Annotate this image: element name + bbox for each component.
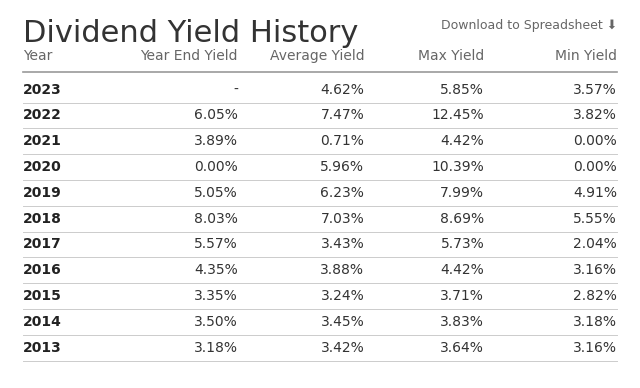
Text: 7.03%: 7.03% bbox=[321, 212, 364, 226]
Text: 3.18%: 3.18% bbox=[573, 315, 617, 329]
Text: Min Yield: Min Yield bbox=[555, 49, 617, 63]
Text: 0.00%: 0.00% bbox=[573, 160, 617, 174]
Text: 3.82%: 3.82% bbox=[573, 108, 617, 122]
Text: 7.47%: 7.47% bbox=[321, 108, 364, 122]
Text: 3.16%: 3.16% bbox=[573, 341, 617, 355]
Text: 3.42%: 3.42% bbox=[321, 341, 364, 355]
Text: 4.62%: 4.62% bbox=[321, 83, 364, 97]
Text: 5.96%: 5.96% bbox=[320, 160, 364, 174]
Text: 3.88%: 3.88% bbox=[320, 263, 364, 277]
Text: 2018: 2018 bbox=[23, 212, 62, 226]
Text: -: - bbox=[233, 83, 238, 97]
Text: 5.85%: 5.85% bbox=[440, 83, 484, 97]
Text: 2013: 2013 bbox=[23, 341, 62, 355]
Text: Dividend Yield History: Dividend Yield History bbox=[23, 19, 358, 48]
Text: 0.00%: 0.00% bbox=[573, 134, 617, 148]
Text: 4.42%: 4.42% bbox=[440, 134, 484, 148]
Text: 5.73%: 5.73% bbox=[440, 237, 484, 251]
Text: 4.35%: 4.35% bbox=[194, 263, 238, 277]
Text: 3.89%: 3.89% bbox=[194, 134, 238, 148]
Text: 3.57%: 3.57% bbox=[573, 83, 617, 97]
Text: 3.16%: 3.16% bbox=[573, 263, 617, 277]
Text: Max Yield: Max Yield bbox=[418, 49, 484, 63]
Text: 2014: 2014 bbox=[23, 315, 62, 329]
Text: 2.04%: 2.04% bbox=[573, 237, 617, 251]
Text: 6.05%: 6.05% bbox=[194, 108, 238, 122]
Text: Year End Yield: Year End Yield bbox=[140, 49, 238, 63]
Text: 3.45%: 3.45% bbox=[321, 315, 364, 329]
Text: 3.83%: 3.83% bbox=[440, 315, 484, 329]
Text: 5.55%: 5.55% bbox=[573, 212, 617, 226]
Text: 3.24%: 3.24% bbox=[321, 289, 364, 303]
Text: 8.03%: 8.03% bbox=[194, 212, 238, 226]
Text: 3.71%: 3.71% bbox=[440, 289, 484, 303]
Text: 0.71%: 0.71% bbox=[321, 134, 364, 148]
Text: 5.05%: 5.05% bbox=[194, 186, 238, 200]
Text: 7.99%: 7.99% bbox=[440, 186, 484, 200]
Text: 12.45%: 12.45% bbox=[431, 108, 484, 122]
Text: 2.82%: 2.82% bbox=[573, 289, 617, 303]
Text: Download to Spreadsheet ⬇: Download to Spreadsheet ⬇ bbox=[440, 19, 617, 32]
Text: 10.39%: 10.39% bbox=[431, 160, 484, 174]
Text: 3.18%: 3.18% bbox=[194, 341, 238, 355]
Text: 4.42%: 4.42% bbox=[440, 263, 484, 277]
Text: 3.50%: 3.50% bbox=[194, 315, 238, 329]
Text: 0.00%: 0.00% bbox=[194, 160, 238, 174]
Text: 5.57%: 5.57% bbox=[194, 237, 238, 251]
Text: 2016: 2016 bbox=[23, 263, 62, 277]
Text: 3.43%: 3.43% bbox=[321, 237, 364, 251]
Text: Year: Year bbox=[23, 49, 52, 63]
Text: 2017: 2017 bbox=[23, 237, 62, 251]
Text: 8.69%: 8.69% bbox=[440, 212, 484, 226]
Text: 2021: 2021 bbox=[23, 134, 62, 148]
Text: 6.23%: 6.23% bbox=[321, 186, 364, 200]
Text: 2019: 2019 bbox=[23, 186, 62, 200]
Text: 3.35%: 3.35% bbox=[194, 289, 238, 303]
Text: Average Yield: Average Yield bbox=[269, 49, 364, 63]
Text: 2022: 2022 bbox=[23, 108, 62, 122]
Text: 4.91%: 4.91% bbox=[573, 186, 617, 200]
Text: 3.64%: 3.64% bbox=[440, 341, 484, 355]
Text: 2023: 2023 bbox=[23, 83, 62, 97]
Text: 2020: 2020 bbox=[23, 160, 62, 174]
Text: 2015: 2015 bbox=[23, 289, 62, 303]
